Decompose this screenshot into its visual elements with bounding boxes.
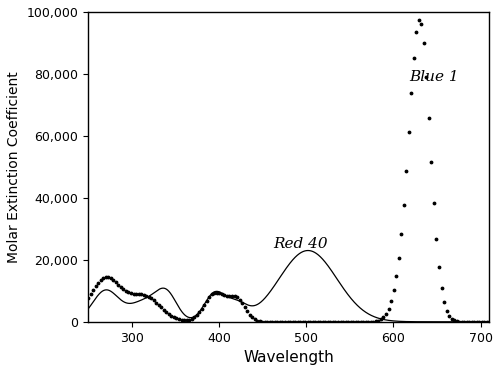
- Y-axis label: Molar Extinction Coefficient: Molar Extinction Coefficient: [7, 71, 21, 263]
- X-axis label: Wavelength: Wavelength: [244, 350, 334, 365]
- Text: Blue 1: Blue 1: [409, 70, 459, 84]
- Text: Red 40: Red 40: [273, 237, 328, 251]
